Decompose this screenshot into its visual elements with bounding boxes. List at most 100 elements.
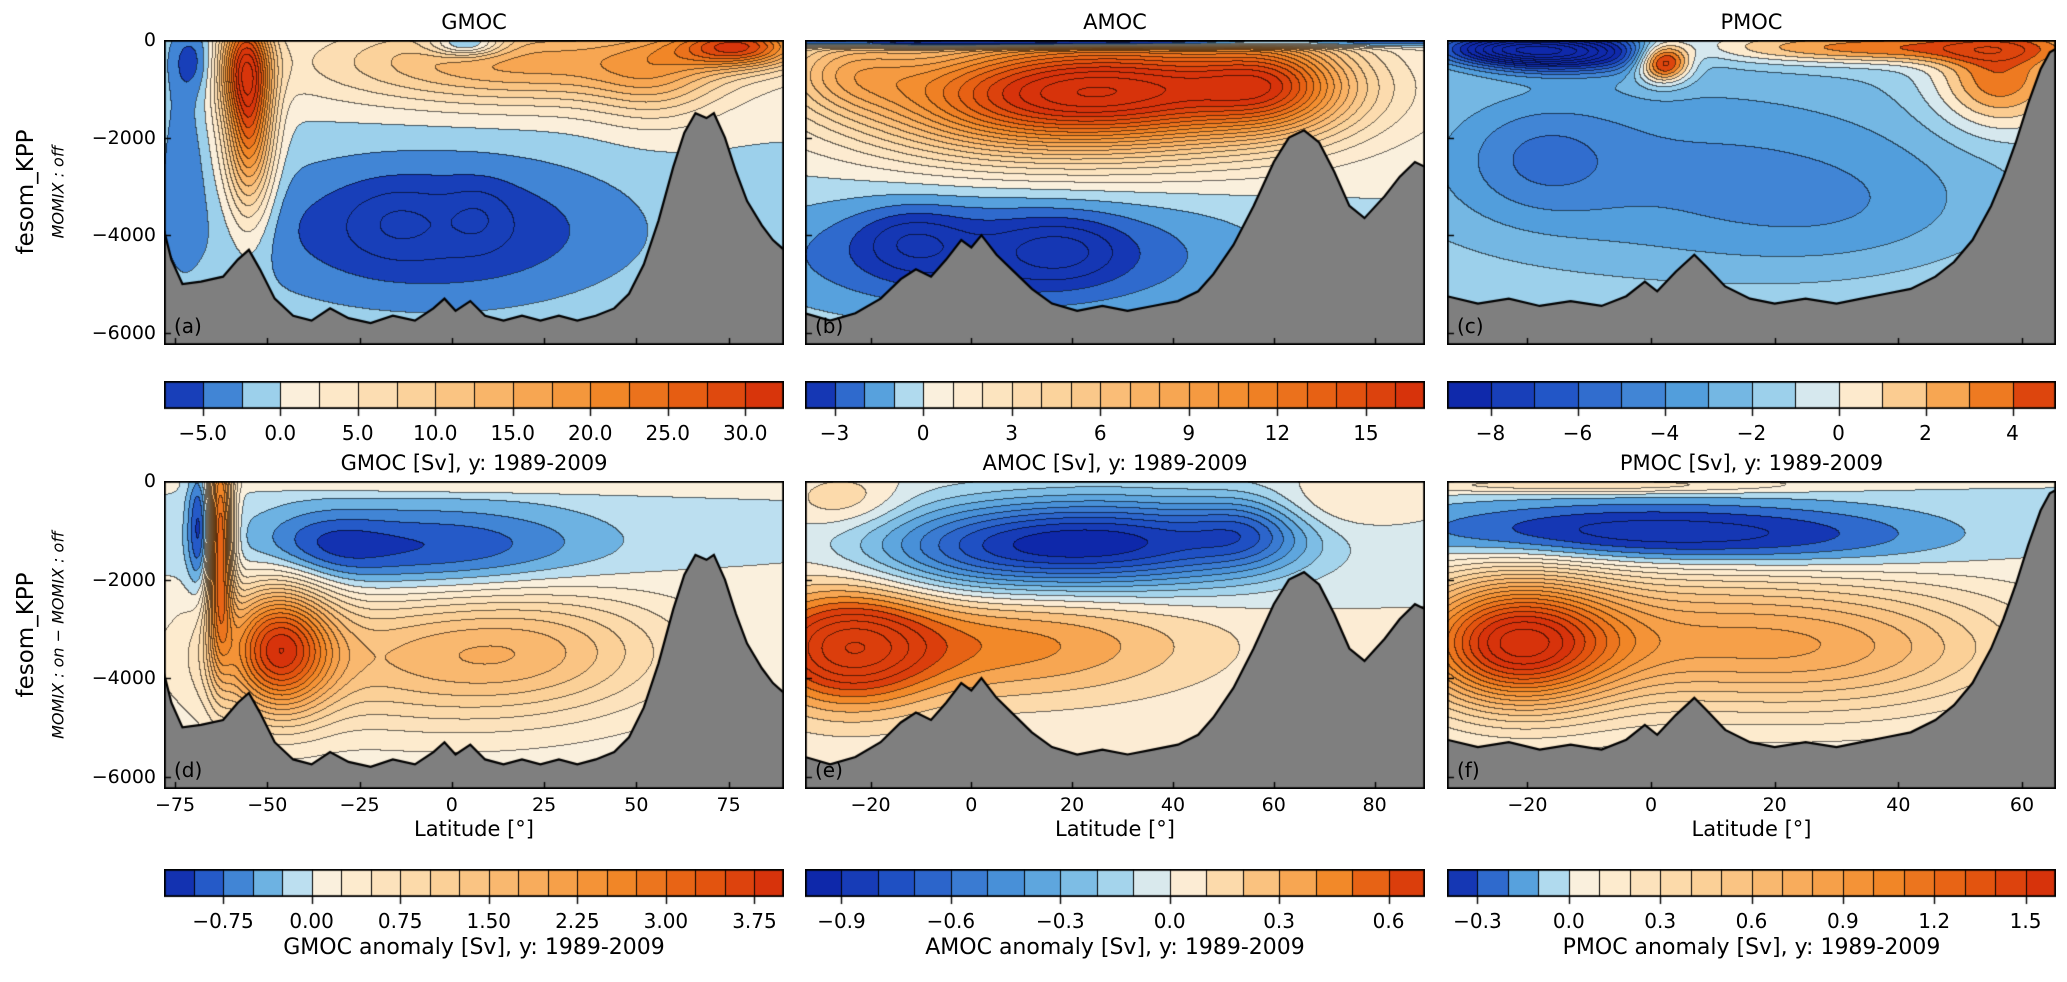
colorbar-tick-label: 1.50 xyxy=(466,909,512,933)
x-tick-label: 80 xyxy=(1362,794,1387,816)
x-tick-label: 20 xyxy=(1060,794,1085,816)
row1-model-label: fesom_KPP xyxy=(13,129,39,255)
colorbar-tick-label: −6 xyxy=(1562,421,1593,445)
amoc-contour-canvas xyxy=(805,40,1425,345)
colorbar-tick-label: 10.0 xyxy=(412,421,458,445)
y-tick-label: 0 xyxy=(143,470,156,492)
colorbar-tick-label: 0.0 xyxy=(264,421,297,445)
x-tick-label: −50 xyxy=(247,794,288,816)
x-tick-label: 0 xyxy=(1644,794,1658,816)
colorbar-tick-label: −3 xyxy=(819,421,850,445)
colorbar-tick-label: −0.3 xyxy=(1453,909,1502,933)
panel-amoc-anomaly: AMOC [Sv], y: 1989-2009 (e) −20 0 20 40 60 80… xyxy=(805,451,1425,841)
x-tick-label: 40 xyxy=(1160,794,1186,816)
colorbar-gmoc-anomaly-canvas xyxy=(164,869,784,907)
x-axis-label: Latitude [°] xyxy=(414,817,534,841)
colorbar-tick-label: 0.00 xyxy=(289,909,334,933)
colorbar-tick-label: 30.0 xyxy=(722,421,768,445)
y-tick-label: 0 xyxy=(143,29,156,51)
colorbar-tick-label: 1.5 xyxy=(2009,909,2042,933)
x-tick-label: −75 xyxy=(155,794,196,816)
y-tick-label: −4000 xyxy=(91,667,156,690)
x-axis-label: Latitude [°] xyxy=(1691,817,1812,841)
colorbar-tick-label: 20.0 xyxy=(567,421,613,445)
x-tick-label: 60 xyxy=(1261,794,1286,816)
gmoc-anomaly-contour-canvas xyxy=(164,481,784,789)
panel-title-pmoc-anomaly: PMOC [Sv], y: 1989-2009 xyxy=(1619,451,1884,475)
colorbar-tick-label: 15 xyxy=(1353,421,1379,445)
colorbar-tick-label: −8 xyxy=(1475,421,1506,445)
panel-title-pmoc: PMOC xyxy=(1720,10,1783,34)
gmoc-contour-canvas xyxy=(164,40,784,345)
panel-pmoc-anomaly: PMOC [Sv], y: 1989-2009 (f) −20 0 20 40 60 L… xyxy=(1447,451,2056,841)
colorbar-pmoc-anomaly-caption: PMOC anomaly [Sv], y: 1989-2009 xyxy=(1562,935,1941,960)
x-tick-label: 50 xyxy=(624,794,649,816)
colorbar-tick-label: 0.9 xyxy=(1826,909,1859,933)
colorbar-tick-label: −0.75 xyxy=(192,909,254,933)
x-tick-label: 60 xyxy=(2009,794,2035,816)
colorbar-pmoc-anomaly-canvas xyxy=(1447,869,2056,907)
colorbar-gmoc: −5.0 0.0 5.0 10.0 15.0 20.0 25.0 30.0 xyxy=(164,381,784,445)
panel-letter: (d) xyxy=(174,758,203,782)
colorbar-tick-label: 4 xyxy=(2006,421,2019,445)
panel-title-amoc-anomaly: AMOC [Sv], y: 1989-2009 xyxy=(982,451,1248,475)
colorbar-tick-label: 2.25 xyxy=(555,909,600,933)
y-tick-label: −4000 xyxy=(91,224,156,247)
colorbar-tick-label: 0.6 xyxy=(1735,909,1768,933)
colorbar-tick-label: 3.75 xyxy=(732,909,777,933)
panel-title-gmoc: GMOC xyxy=(441,10,507,34)
colorbar-tick-label: 3 xyxy=(1005,421,1019,445)
colorbar-tick-label: −0.3 xyxy=(1035,909,1085,933)
colorbar-tick-label: 6 xyxy=(1093,421,1107,445)
colorbar-tick-label: −0.6 xyxy=(926,909,976,933)
x-tick-label: 40 xyxy=(1886,794,1911,816)
colorbar-tick-label: 0.3 xyxy=(1644,909,1677,933)
colorbar-tick-label: 0.6 xyxy=(1372,909,1405,933)
row2-config-label: MOMIX : on − MOMIX : off xyxy=(48,531,68,739)
colorbar-tick-label: 1.2 xyxy=(1918,909,1951,933)
x-tick-label: 20 xyxy=(1762,794,1787,816)
colorbar-tick-label: 0.75 xyxy=(377,909,423,933)
x-tick-label: 0 xyxy=(445,794,458,816)
panel-letter: (e) xyxy=(815,758,843,782)
colorbar-tick-label: 5.0 xyxy=(341,421,374,445)
x-axis-label: Latitude [°] xyxy=(1055,817,1175,841)
colorbar-amoc: −3 0 3 6 9 12 15 xyxy=(805,381,1425,445)
colorbar-tick-label: 2 xyxy=(1919,421,1932,445)
colorbar-amoc-anomaly: −0.9 −0.6 −0.3 0.0 0.3 0.6 AMOC anomaly [Sv],… xyxy=(805,869,1425,965)
colorbar-pmoc-anomaly: −0.3 0.0 0.3 0.6 0.9 1.2 1.5 PMOC anomaly [Sv]… xyxy=(1447,869,2056,965)
colorbar-tick-label: 0 xyxy=(916,421,930,445)
panel-letter: (f) xyxy=(1457,758,1480,782)
colorbar-tick-label: 0.3 xyxy=(1263,909,1296,933)
x-tick-label: −20 xyxy=(1507,794,1548,816)
colorbar-tick-label: 0.0 xyxy=(1552,909,1585,933)
pmoc-contour-canvas xyxy=(1447,40,2056,345)
y-tick-label: −6000 xyxy=(91,765,156,788)
pmoc-anomaly-contour-canvas xyxy=(1447,481,2056,789)
panel-pmoc: PMOC (c) xyxy=(1447,10,2056,345)
row1-config-label: MOMIX : off xyxy=(48,145,68,239)
colorbar-amoc-anomaly-canvas xyxy=(805,869,1425,907)
y-tick-label: −6000 xyxy=(91,321,156,344)
colorbar-tick-label: 9 xyxy=(1182,421,1196,445)
colorbar-gmoc-anomaly-caption: GMOC anomaly [Sv], y: 1989-2009 xyxy=(283,935,665,960)
panel-amoc: AMOC (b) xyxy=(805,10,1425,345)
x-tick-label: −20 xyxy=(850,794,891,816)
panel-letter: (c) xyxy=(1457,314,1484,338)
colorbar-tick-label: 25.0 xyxy=(645,421,691,445)
panel-gmoc: GMOC (a) 0 −2000 −4000 −6000 xyxy=(92,10,784,345)
y-tick-label: −2000 xyxy=(91,568,156,591)
x-tick-label: 75 xyxy=(716,794,741,816)
colorbar-amoc-canvas xyxy=(805,381,1425,419)
amoc-anomaly-contour-canvas xyxy=(805,481,1425,789)
colorbar-gmoc-anomaly: −0.75 0.00 0.75 1.50 2.25 3.00 3.75 GMOC anoma… xyxy=(164,869,784,965)
panel-title-gmoc-anomaly: GMOC [Sv], y: 1989-2009 xyxy=(340,451,608,475)
panel-letter: (b) xyxy=(815,314,844,338)
colorbar-tick-label: −5.0 xyxy=(178,421,228,445)
colorbar-tick-label: 12 xyxy=(1264,421,1291,445)
colorbar-tick-label: 15.0 xyxy=(490,421,536,445)
colorbar-tick-label: 3.00 xyxy=(643,909,689,933)
colorbar-pmoc: −8 −6 −4 −2 0 2 4 xyxy=(1447,381,2056,445)
panel-gmoc-anomaly: GMOC [Sv], y: 1989-2009 (d) 0 −2000 −4000 −… xyxy=(92,451,784,841)
